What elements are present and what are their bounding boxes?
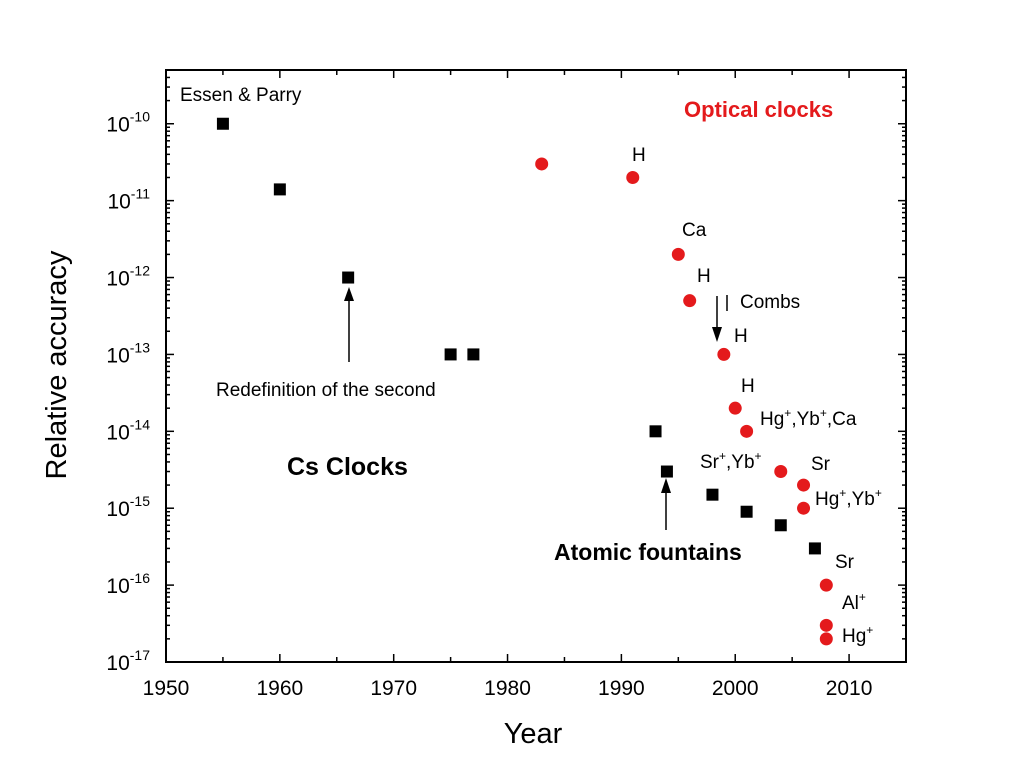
x-tick-labels: 1950 1960 1970 1980 1990 2000 2010 <box>143 677 873 700</box>
redefinition-arrow <box>344 287 354 362</box>
cs-clocks-label: Cs Clocks <box>287 453 408 481</box>
optical-clock-point <box>797 501 811 515</box>
y-axis-title: Relative accuracy <box>41 250 73 479</box>
plot-frame <box>165 69 907 663</box>
optical-clock-point <box>626 170 640 184</box>
y-tick-labels: 10-10 10-11 10-12 10-13 10-14 10-15 10-16 10-17 <box>106 109 150 675</box>
h-label-1: H <box>632 145 646 166</box>
cs-clock-point <box>808 542 821 555</box>
cs-clock-point <box>774 519 787 532</box>
optical-clock-point <box>671 247 685 261</box>
y-tick-label: 10-15 <box>106 493 150 521</box>
x-tick-label: 1980 <box>484 677 531 700</box>
y-tick-label: 10-17 <box>106 647 150 675</box>
essen-parry-label: Essen & Parry <box>180 85 302 106</box>
combs-arrow <box>712 296 722 342</box>
axis-ticks <box>165 69 907 663</box>
cs-clock-point <box>649 425 662 438</box>
ca-label: Ca <box>682 220 707 241</box>
fountain-arrow <box>661 478 671 530</box>
redefinition-label: Redefinition of the second <box>216 380 436 401</box>
x-axis-title: Year <box>504 718 563 750</box>
hg-yb-ca-label: Hg+,Yb+,Ca <box>760 406 857 430</box>
hg-label: Hg+ <box>842 623 873 647</box>
cs-clock-point <box>342 271 355 284</box>
optical-clock-point <box>797 478 811 492</box>
sr-label-2: Sr <box>835 552 855 573</box>
sr-yb-label: Sr+,Yb+ <box>700 449 762 473</box>
optical-clock-point <box>819 618 833 632</box>
series-cs-clocks <box>216 117 821 555</box>
x-tick-label: 1950 <box>143 677 190 700</box>
optical-clocks-label: Optical clocks <box>684 97 833 122</box>
combs-label: Combs <box>740 292 800 313</box>
y-tick-label: 10-11 <box>107 186 150 214</box>
optical-clock-point <box>819 632 833 646</box>
optical-clock-point <box>683 294 697 308</box>
y-tick-label: 10-12 <box>106 263 150 291</box>
cs-clock-point <box>273 183 286 196</box>
hg-yb-label: Hg+,Yb+ <box>815 486 882 510</box>
data-marks <box>216 117 833 646</box>
x-tick-label: 2010 <box>826 677 873 700</box>
sr-label-1: Sr <box>811 454 831 475</box>
h-label-3: H <box>734 326 748 347</box>
y-tick-label: 10-10 <box>106 109 150 137</box>
x-tick-label: 1960 <box>256 677 303 700</box>
cs-clock-point <box>660 465 673 478</box>
atomic-fountains-label: Atomic fountains <box>554 539 742 565</box>
optical-clock-point <box>819 578 833 592</box>
optical-clock-point <box>774 465 788 479</box>
cs-clock-point <box>740 505 753 518</box>
optical-clock-point <box>728 401 742 415</box>
optical-clock-point <box>740 424 754 438</box>
cs-clock-point <box>216 117 229 130</box>
y-tick-label: 10-13 <box>106 339 150 367</box>
y-tick-label: 10-14 <box>106 416 150 444</box>
optical-clock-point <box>535 157 549 171</box>
x-tick-label: 1970 <box>370 677 417 700</box>
al-label: Al+ <box>842 590 866 614</box>
x-tick-label: 2000 <box>712 677 759 700</box>
cs-clock-point <box>444 348 457 361</box>
cs-clock-point <box>706 488 719 501</box>
x-tick-label: 1990 <box>598 677 645 700</box>
optical-clock-point <box>717 347 731 361</box>
h-label-4: H <box>741 376 755 397</box>
h-label-2: H <box>697 266 711 287</box>
series-optical-clocks <box>535 157 833 646</box>
y-tick-label: 10-16 <box>106 570 150 598</box>
cs-clock-point <box>467 348 480 361</box>
